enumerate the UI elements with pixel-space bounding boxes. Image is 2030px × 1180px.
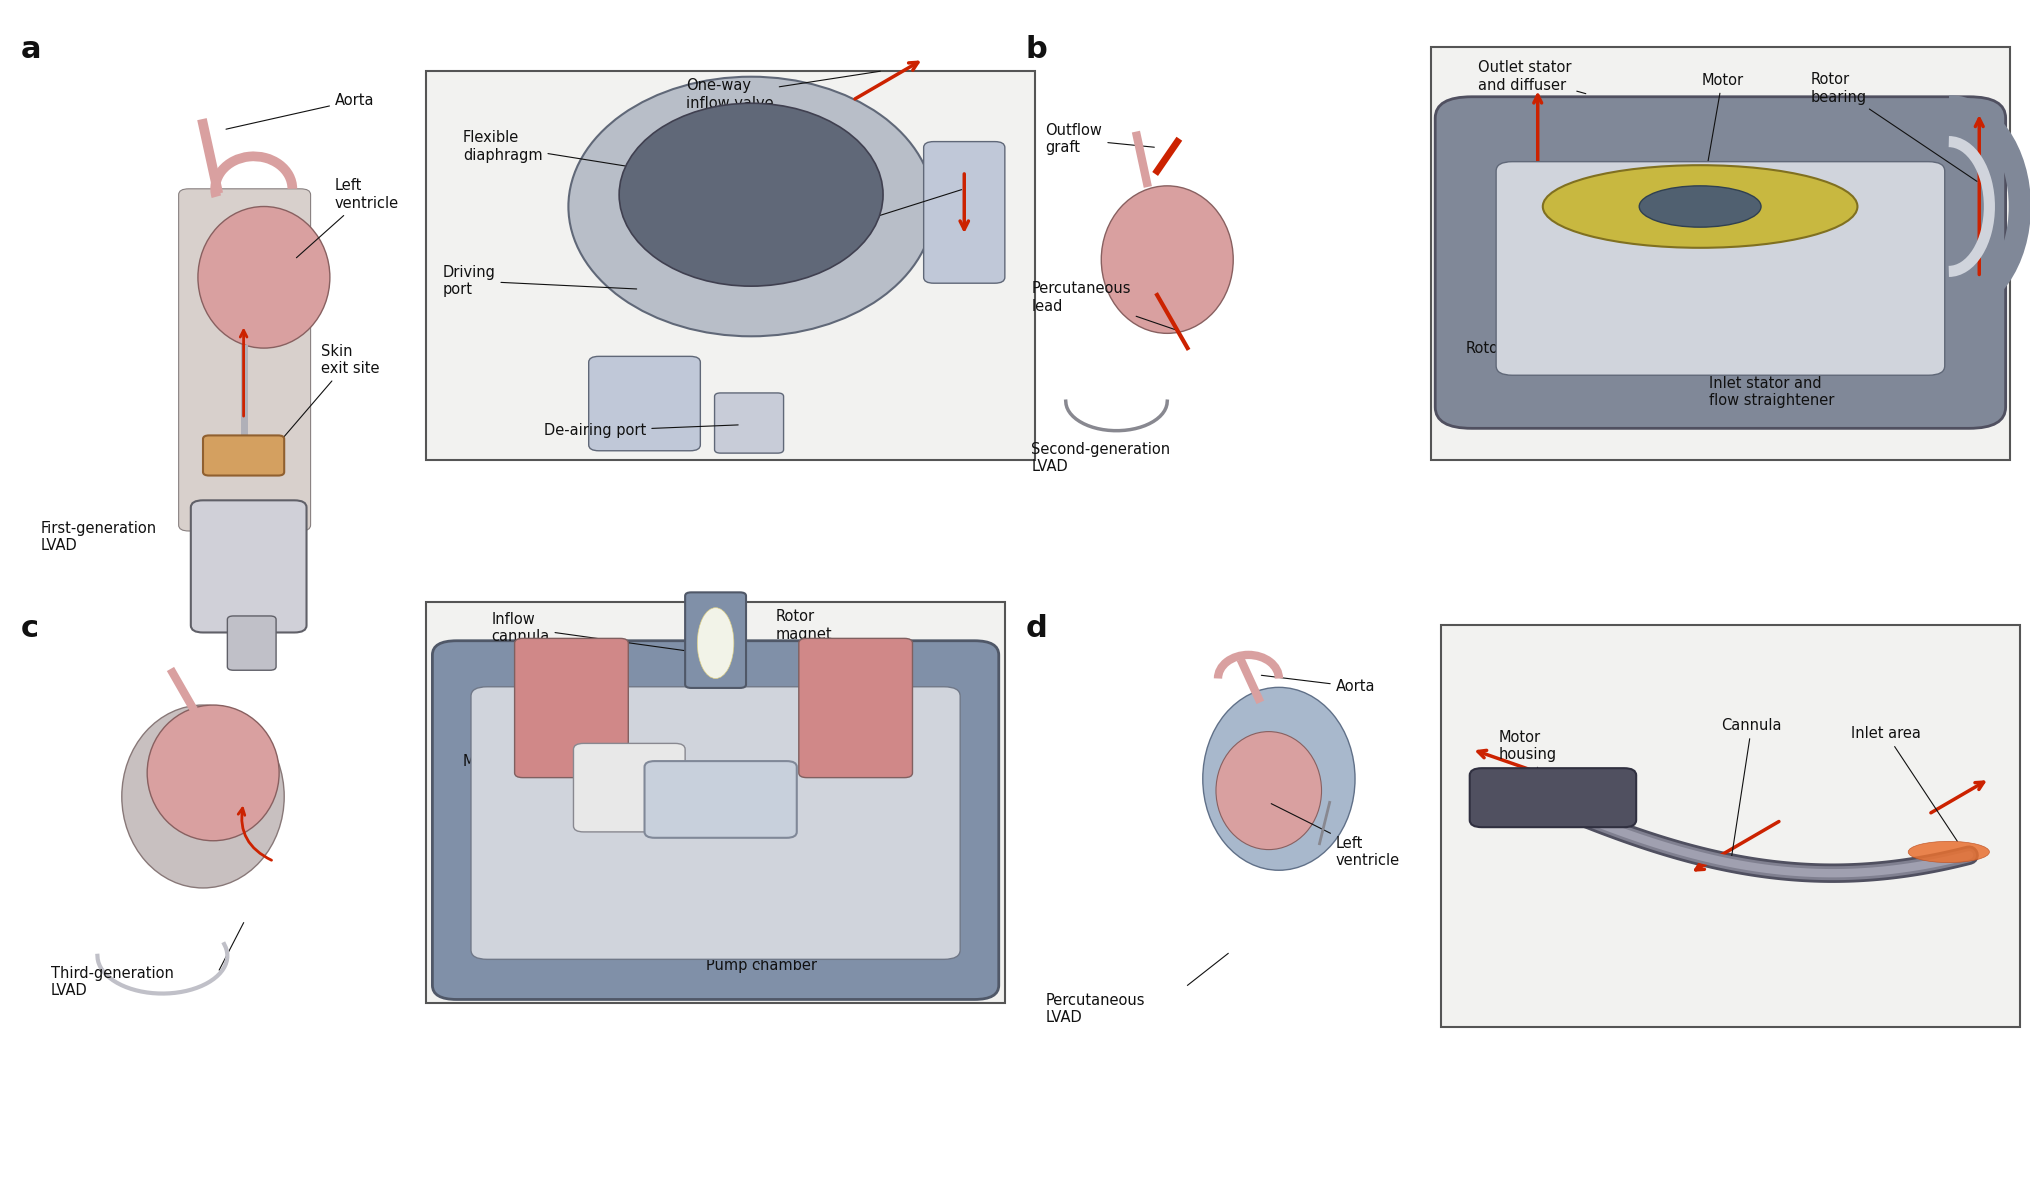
Text: Rotor
bearing: Rotor bearing <box>1811 72 1977 182</box>
Text: Motor: Motor <box>463 754 621 791</box>
Ellipse shape <box>1543 165 1857 248</box>
FancyBboxPatch shape <box>715 393 784 453</box>
Text: Pump chamber: Pump chamber <box>706 958 818 972</box>
Text: Left
ventricle: Left ventricle <box>1271 804 1401 868</box>
Text: Driving
port: Driving port <box>443 264 637 297</box>
FancyBboxPatch shape <box>924 142 1005 283</box>
Text: Skin
exit site: Skin exit site <box>266 343 380 458</box>
Text: Cannula: Cannula <box>1721 719 1782 860</box>
FancyBboxPatch shape <box>644 761 796 838</box>
Text: De-airing port: De-airing port <box>544 424 739 438</box>
Text: Percutaneous
LVAD: Percutaneous LVAD <box>1045 992 1145 1025</box>
Text: Inlet stator and
flow straightener: Inlet stator and flow straightener <box>1709 268 1835 408</box>
Text: Rotor: Rotor <box>1466 209 1628 355</box>
FancyBboxPatch shape <box>1431 47 2010 460</box>
Text: Rotor: Rotor <box>548 809 733 953</box>
FancyBboxPatch shape <box>426 602 1005 1003</box>
Ellipse shape <box>568 77 934 336</box>
Ellipse shape <box>146 704 278 840</box>
Text: One-way
inflow valve: One-way inflow valve <box>686 71 881 111</box>
FancyBboxPatch shape <box>179 189 311 531</box>
Ellipse shape <box>122 706 284 887</box>
Ellipse shape <box>199 206 329 348</box>
FancyBboxPatch shape <box>471 687 960 959</box>
Text: Aorta: Aorta <box>1261 675 1374 694</box>
Text: Motor: Motor <box>1701 73 1744 204</box>
Text: Left
ventricle: Left ventricle <box>296 178 400 257</box>
Ellipse shape <box>1100 186 1232 334</box>
Ellipse shape <box>1216 732 1322 850</box>
FancyBboxPatch shape <box>589 356 700 451</box>
FancyBboxPatch shape <box>1470 768 1636 827</box>
FancyBboxPatch shape <box>426 71 1035 460</box>
FancyBboxPatch shape <box>227 616 276 670</box>
Text: Outlet stator
and diffuser: Outlet stator and diffuser <box>1478 60 1585 93</box>
FancyBboxPatch shape <box>1441 625 2020 1027</box>
Text: Inlet area: Inlet area <box>1851 727 1957 841</box>
Text: a: a <box>20 35 41 65</box>
FancyBboxPatch shape <box>1496 162 1945 375</box>
FancyBboxPatch shape <box>191 500 307 632</box>
Text: b: b <box>1025 35 1047 65</box>
Text: Rotor
magnet: Rotor magnet <box>775 609 857 712</box>
FancyBboxPatch shape <box>800 638 911 778</box>
Text: One-way
outflow valve: One-way outflow valve <box>747 190 962 258</box>
Ellipse shape <box>1202 687 1356 870</box>
FancyBboxPatch shape <box>432 641 999 999</box>
FancyBboxPatch shape <box>203 435 284 476</box>
Ellipse shape <box>1908 841 1989 863</box>
FancyBboxPatch shape <box>516 638 627 778</box>
Text: Second-generation
LVAD: Second-generation LVAD <box>1031 441 1171 474</box>
Ellipse shape <box>1638 185 1760 227</box>
Text: Inflow
cannula: Inflow cannula <box>491 611 713 655</box>
FancyBboxPatch shape <box>572 743 684 832</box>
FancyBboxPatch shape <box>684 592 747 688</box>
FancyBboxPatch shape <box>1435 97 2006 428</box>
Text: Flexible
diaphragm: Flexible diaphragm <box>463 130 729 183</box>
Text: Aorta: Aorta <box>225 93 374 129</box>
Text: d: d <box>1025 614 1047 643</box>
Text: Third-generation
LVAD: Third-generation LVAD <box>51 965 175 998</box>
Text: First-generation
LVAD: First-generation LVAD <box>41 520 156 553</box>
Text: Percutaneous
lead: Percutaneous lead <box>1031 281 1175 329</box>
Text: Motor
housing: Motor housing <box>1498 729 1557 798</box>
Text: c: c <box>20 614 39 643</box>
Ellipse shape <box>619 104 883 287</box>
Text: Outflow
graft: Outflow graft <box>1045 123 1155 156</box>
Ellipse shape <box>698 608 735 678</box>
